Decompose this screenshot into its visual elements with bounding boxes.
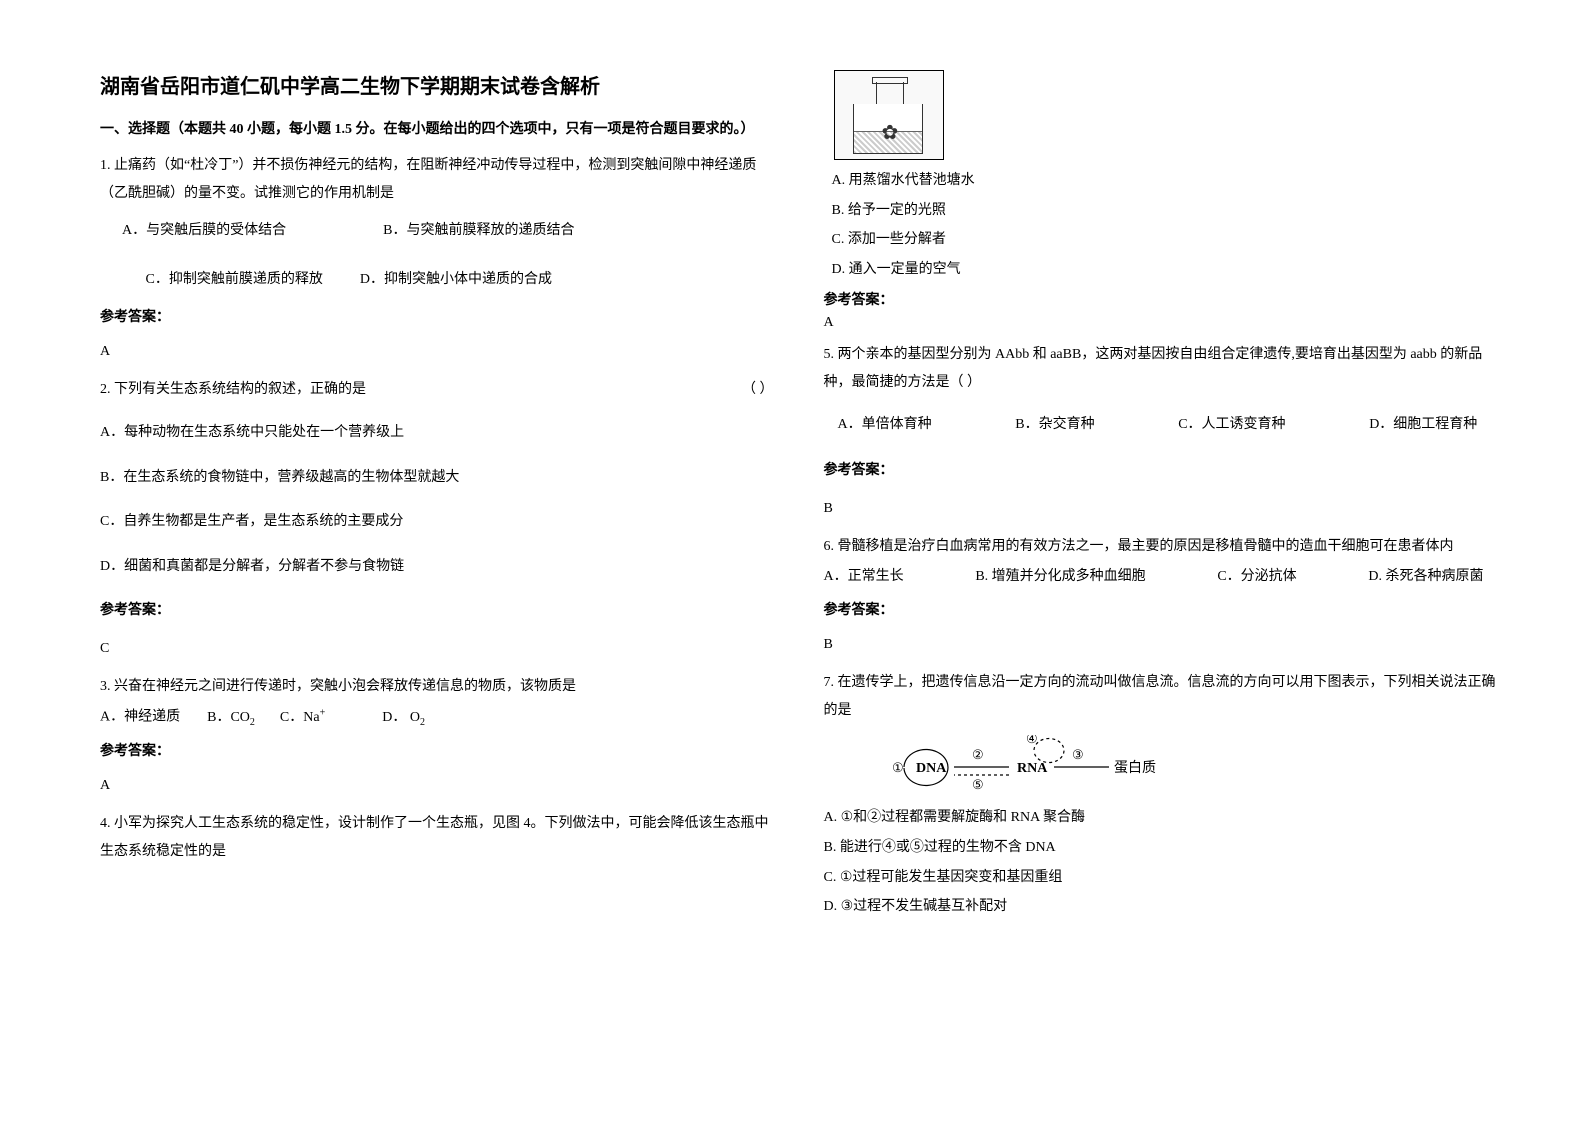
q2-text-row: 2. 下列有关生态系统结构的叙述，正确的是 （ ） [100, 376, 774, 404]
question-3: 3. 兴奋在神经元之间进行传递时，突触小泡会释放传递信息的物质，该物质是 A．神… [100, 673, 774, 800]
q5-options: A．单倍体育种 B．杂交育种 C．人工诱变育种 D．细胞工程育种 [838, 411, 1478, 439]
n1-label: ① [892, 760, 904, 775]
q6-opt-b: B. 增殖并分化成多种血细胞 [975, 563, 1145, 591]
q1-opt-a: A．与突触后膜的受体结合 [122, 223, 286, 238]
q2-answer: C [100, 635, 774, 663]
q6-answer-label: 参考答案： [824, 597, 1498, 625]
q4-opt-c: C. 添加一些分解者 [832, 227, 1498, 254]
q3-text: 3. 兴奋在神经元之间进行传递时，突触小泡会释放传递信息的物质，该物质是 [100, 673, 774, 701]
q6-answer: B [824, 631, 1498, 659]
q3-opt-d: D． O2 [382, 710, 425, 725]
q2-options: A．每种动物在生态系统中只能处在一个营养级上 B．在生态系统的食物链中，营养级越… [100, 418, 774, 583]
q4-answer-label: 参考答案： [824, 289, 1498, 309]
q1-answer: A [100, 338, 774, 366]
q5-opt-b: B．杂交育种 [1015, 411, 1094, 439]
q7-opt-a: A. ①和②过程都需要解旋酶和 RNA 聚合酶 [824, 805, 1498, 832]
n4-label: ④ [1026, 735, 1038, 746]
question-2: 2. 下列有关生态系统结构的叙述，正确的是 （ ） A．每种动物在生态系统中只能… [100, 376, 774, 663]
q4-opt-d: D. 通入一定量的空气 [832, 257, 1498, 284]
q3-optc-sup: + [320, 707, 326, 718]
q3-optc-txt: C．Na [280, 710, 320, 725]
left-column: 湖南省岳阳市道仁矶中学高二生物下学期期末试卷含解析 一、选择题（本题共 40 小… [100, 70, 774, 927]
q4-options: A. 用蒸馏水代替池塘水 B. 给予一定的光照 C. 添加一些分解者 D. 通入… [824, 168, 1498, 283]
q7-opt-d: D. ③过程不发生碱基互补配对 [824, 894, 1498, 921]
flow-svg-icon: ① DNA ② ⑤ ④ RNA ③ 蛋白质 [854, 735, 1194, 795]
question-5: 5. 两个亲本的基因型分别为 AAbb 和 aaBB，这两对基因按自由组合定律遗… [824, 341, 1498, 523]
q7-text: 7. 在遗传学上，把遗传信息沿一定方向的流动叫做信息流。信息流的方向可以用下图表… [824, 669, 1498, 725]
flask-icon: ✿ [853, 104, 923, 154]
q6-opt-d: D. 杀死各种病原菌 [1368, 563, 1483, 591]
n2-label: ② [972, 747, 984, 762]
page-container: 湖南省岳阳市道仁矶中学高二生物下学期期末试卷含解析 一、选择题（本题共 40 小… [0, 0, 1587, 967]
q1-opt-d: D．抑制突触小体中递质的合成 [360, 272, 552, 287]
q3-answer: A [100, 772, 774, 800]
q7-flow-diagram: ① DNA ② ⑤ ④ RNA ③ 蛋白质 [854, 735, 1498, 795]
q3-opt-a: A．神经递质 [100, 710, 180, 725]
n3-label: ③ [1072, 747, 1084, 762]
q6-options: A．正常生长 B. 增殖并分化成多种血细胞 C．分泌抗体 D. 杀死各种病原菌 [824, 563, 1484, 591]
q2-opt-c: C．自养生物都是生产者，是生态系统的主要成分 [100, 507, 774, 538]
q4-text: 4. 小军为探究人工生态系统的稳定性，设计制作了一个生态瓶，见图 4。下列做法中… [100, 810, 774, 866]
q5-opt-c: C．人工诱变育种 [1178, 411, 1285, 439]
question-1: 1. 止痛药（如“杜冷丁”）并不损伤神经元的结构，在阻断神经冲动传导过程中，检测… [100, 152, 774, 366]
q2-opt-d: D．细菌和真菌都是分解者，分解者不参与食物链 [100, 552, 774, 583]
q2-answer-label: 参考答案： [100, 597, 774, 625]
protein-label: 蛋白质 [1114, 760, 1156, 776]
q2-bracket: （ ） [742, 376, 774, 404]
q7-options: A. ①和②过程都需要解旋酶和 RNA 聚合酶 B. 能进行④或⑤过程的生物不含… [824, 805, 1498, 920]
question-4: 4. 小军为探究人工生态系统的稳定性，设计制作了一个生态瓶，见图 4。下列做法中… [100, 810, 774, 866]
q3-opt-b: B．CO2 [207, 710, 255, 725]
question-6: 6. 骨髓移植是治疗白血病常用的有效方法之一，最主要的原因是移植骨髓中的造血干细… [824, 533, 1498, 659]
q7-opt-c: C. ①过程可能发生基因突变和基因重组 [824, 865, 1498, 892]
ecobottle-diagram: ✿ [834, 70, 944, 160]
section-1-header: 一、选择题（本题共 40 小题，每小题 1.5 分。在每小题给出的四个选项中，只… [100, 117, 774, 142]
q6-opt-a: A．正常生长 [824, 563, 904, 591]
q5-answer-label: 参考答案： [824, 457, 1498, 485]
q6-text: 6. 骨髓移植是治疗白血病常用的有效方法之一，最主要的原因是移植骨髓中的造血干细… [824, 533, 1498, 561]
q2-text: 2. 下列有关生态系统结构的叙述，正确的是 [100, 376, 366, 404]
q2-opt-b: B．在生态系统的食物链中，营养级越高的生物体型就越大 [100, 463, 774, 494]
q3-optb-sub: 2 [250, 716, 255, 727]
q4-opt-a: A. 用蒸馏水代替池塘水 [832, 168, 1498, 195]
plant-icon: ✿ [882, 120, 899, 145]
q5-answer: B [824, 495, 1498, 523]
q1-opt-c: C．抑制突触前膜递质的释放 [146, 272, 323, 287]
right-column: ✿ A. 用蒸馏水代替池塘水 B. 给予一定的光照 C. 添加一些分解者 D. … [824, 70, 1498, 927]
q1-row-ab: A．与突触后膜的受体结合 B．与突触前膜释放的递质结合 [122, 216, 774, 247]
dna-label: DNA [916, 761, 947, 776]
q1-answer-label: 参考答案： [100, 304, 774, 332]
document-title: 湖南省岳阳市道仁矶中学高二生物下学期期末试卷含解析 [100, 70, 774, 99]
q1-row-cd: C．抑制突触前膜递质的释放 D．抑制突触小体中递质的合成 [122, 265, 774, 296]
q6-opt-c: C．分泌抗体 [1217, 563, 1296, 591]
question-7: 7. 在遗传学上，把遗传信息沿一定方向的流动叫做信息流。信息流的方向可以用下图表… [824, 669, 1498, 920]
q1-text: 1. 止痛药（如“杜冷丁”）并不损伤神经元的结构，在阻断神经冲动传导过程中，检测… [100, 152, 774, 208]
q5-opt-d: D．细胞工程育种 [1369, 411, 1477, 439]
q5-text: 5. 两个亲本的基因型分别为 AAbb 和 aaBB，这两对基因按自由组合定律遗… [824, 341, 1498, 397]
q3-opt-c: C．Na+ [280, 710, 325, 725]
q1-opt-b: B．与突触前膜释放的递质结合 [383, 223, 574, 238]
q3-optd-txt: D． O [382, 710, 420, 725]
n5-label: ⑤ [972, 777, 984, 792]
q3-answer-label: 参考答案： [100, 738, 774, 766]
q3-optb-txt: B．CO [207, 710, 250, 725]
q5-opt-a: A．单倍体育种 [838, 411, 932, 439]
q3-options: A．神经递质 B．CO2 C．Na+ D． O2 [100, 703, 774, 732]
q2-opt-a: A．每种动物在生态系统中只能处在一个营养级上 [100, 418, 774, 449]
q3-optd-sub: 2 [420, 716, 425, 727]
rna-label: RNA [1017, 761, 1048, 776]
q4-opt-b: B. 给予一定的光照 [832, 198, 1498, 225]
q1-options: A．与突触后膜的受体结合 B．与突触前膜释放的递质结合 C．抑制突触前膜递质的释… [100, 216, 774, 296]
q4-answer: A [824, 315, 1498, 331]
q7-opt-b: B. 能进行④或⑤过程的生物不含 DNA [824, 835, 1498, 862]
